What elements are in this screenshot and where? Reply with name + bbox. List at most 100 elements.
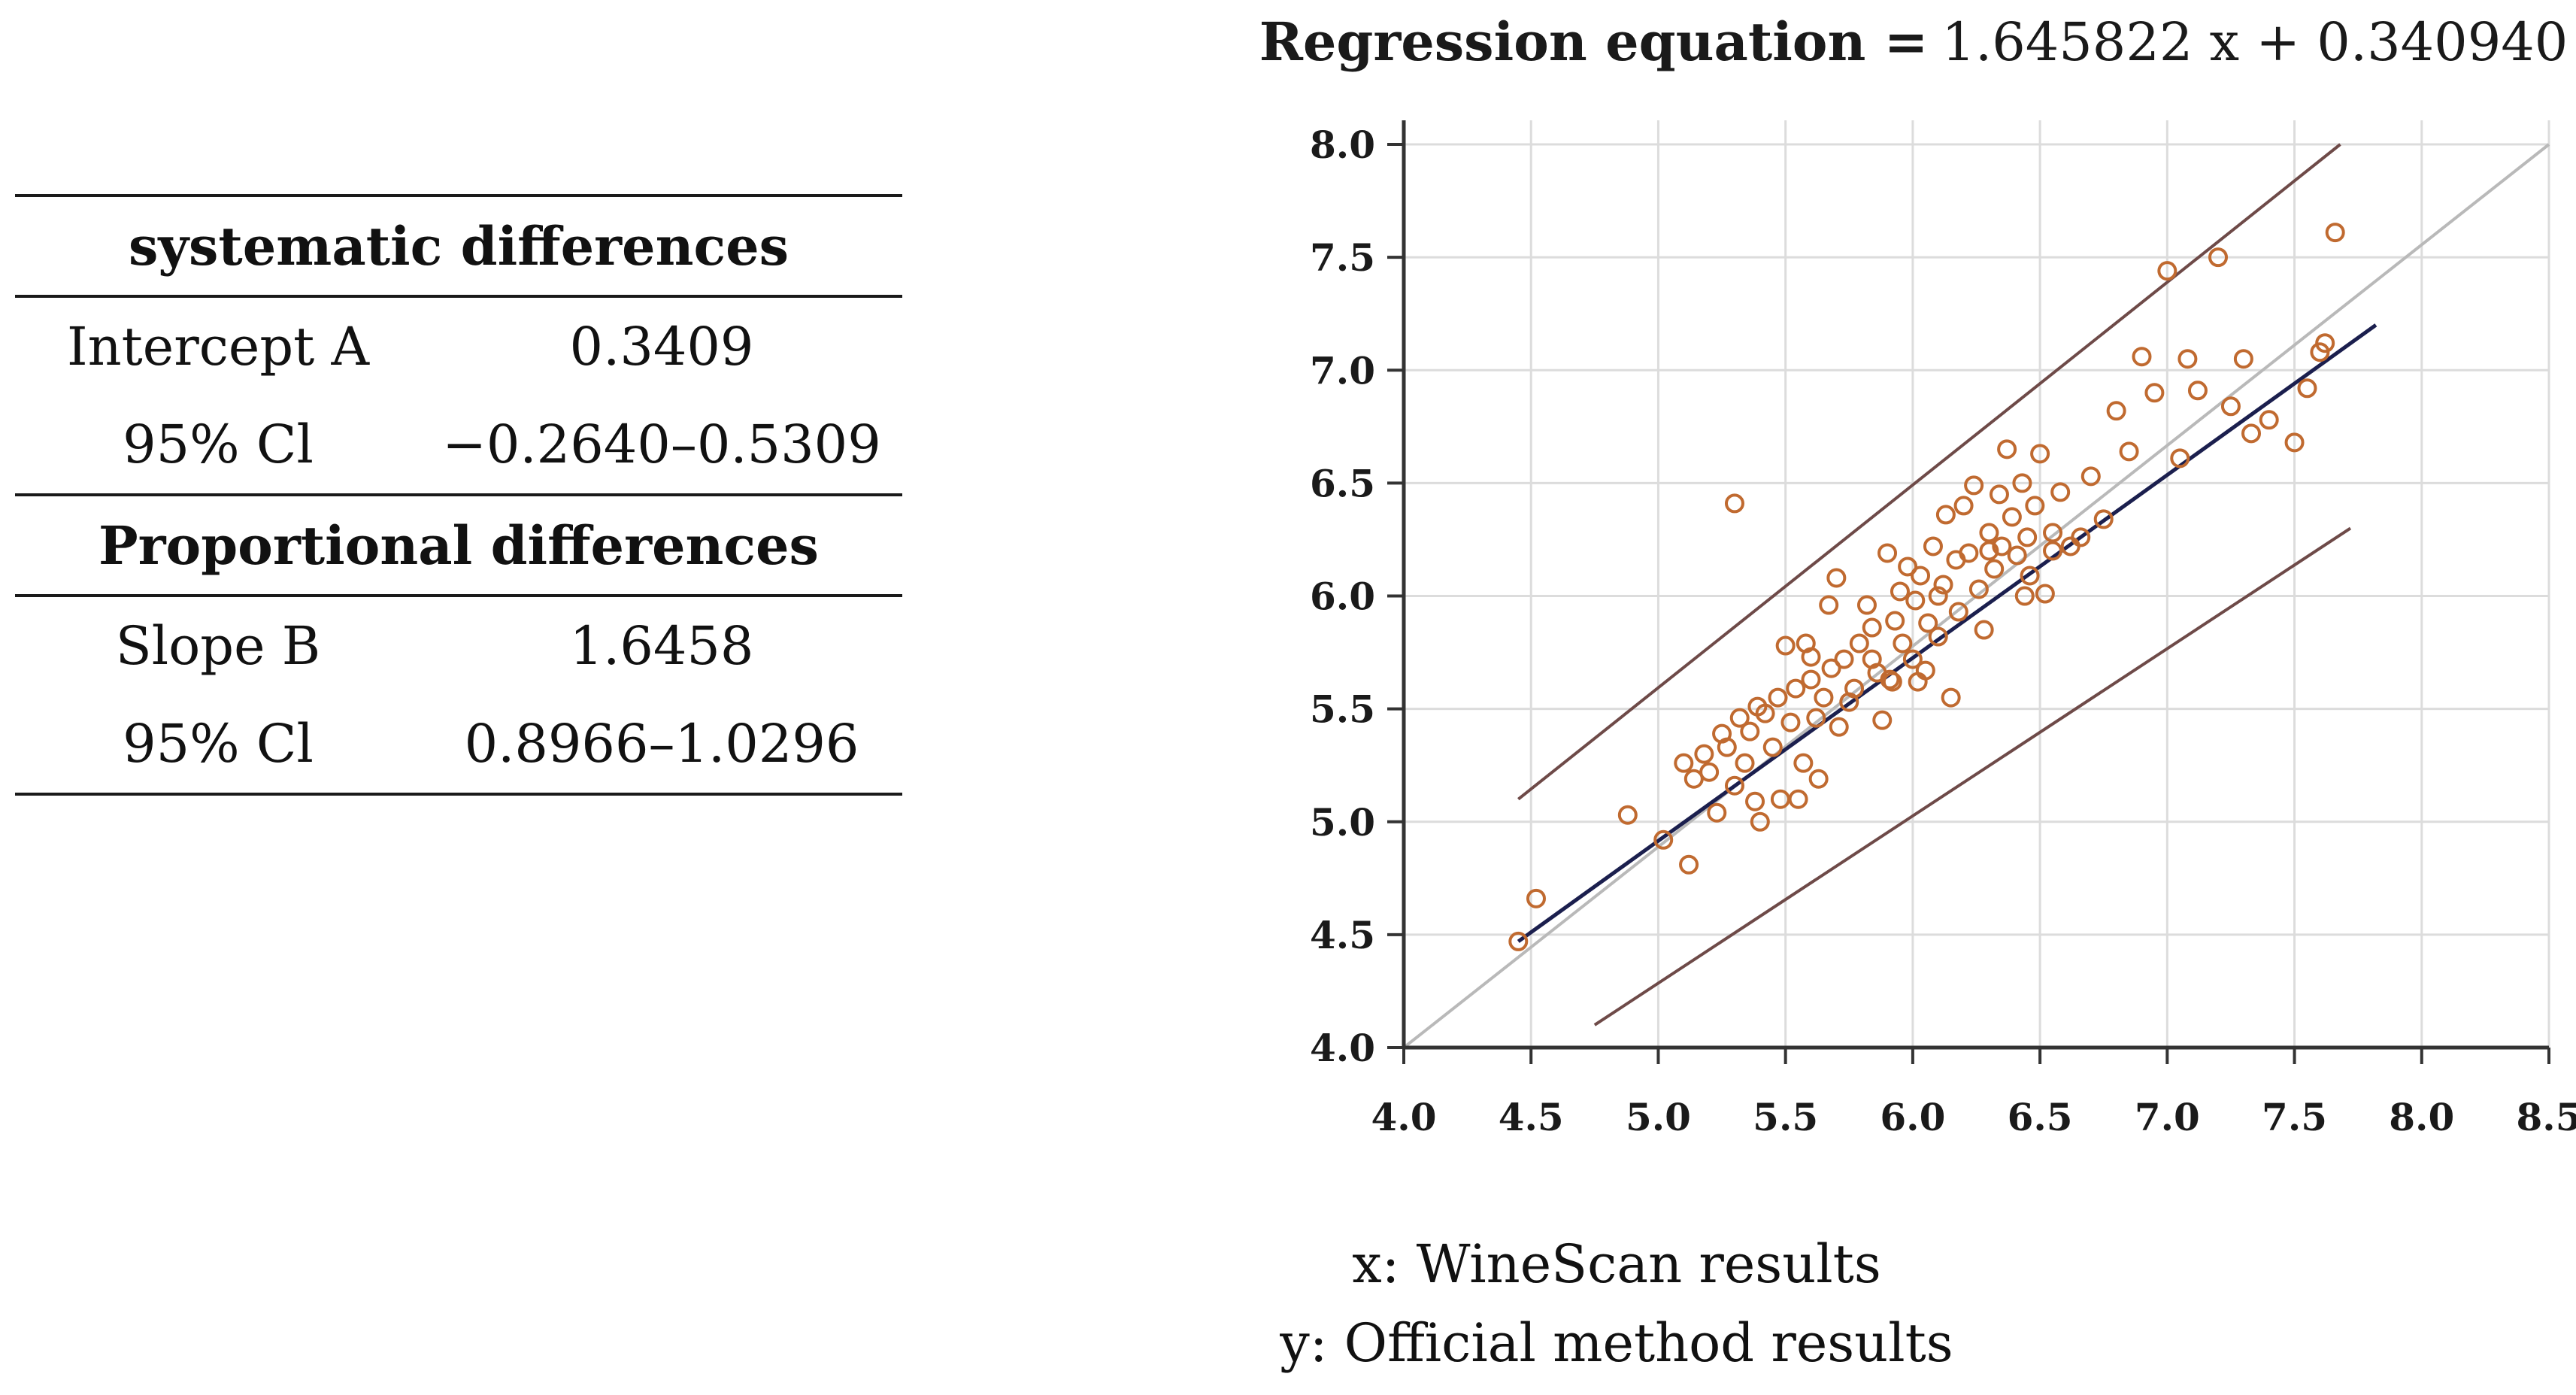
x-tick-label: 6.0 [1880, 1095, 1945, 1139]
data-point [2093, 509, 2114, 529]
x-tick-label: 4.0 [1371, 1095, 1437, 1139]
data-point [2025, 496, 2045, 516]
data-point [1526, 888, 1546, 908]
lower-confidence-band [1593, 526, 2352, 1027]
data-point [1829, 717, 1849, 737]
table-row: 95% Cl 0.8966–1.0296 [15, 695, 902, 796]
data-point [1617, 805, 1638, 825]
data-point [1877, 543, 1898, 563]
data-point [1911, 566, 1931, 586]
data-point [2014, 586, 2035, 606]
data-point [1674, 753, 1694, 773]
data-point [1806, 708, 1826, 728]
data-point [1928, 586, 1948, 606]
data-point [1862, 617, 1882, 638]
data-point [1724, 493, 1744, 514]
data-point [2035, 584, 2055, 604]
data-point [2284, 432, 2305, 453]
data-point [2259, 410, 2279, 430]
table-section-header-row: systematic differences [15, 194, 902, 298]
y-tick-label: 4.5 [1310, 913, 1375, 957]
x-tick-label: 8.5 [2517, 1095, 2576, 1139]
table-row: Slope B 1.6458 [15, 596, 902, 695]
y-tick-label: 5.5 [1310, 687, 1375, 732]
data-point [2071, 527, 2091, 547]
data-point [1959, 543, 1979, 563]
data-point [1979, 523, 1999, 543]
data-point [1801, 669, 1821, 690]
data-point [2233, 349, 2253, 369]
data-point [1893, 633, 1913, 654]
ticks-layer: 4.0 4.5 5.0 5.5 6.0 6.5 7.0 7.5 8.0 4.0 4.5 5.0 5.5 6… [1310, 123, 2576, 1139]
data-point [1694, 744, 1714, 764]
data-point [1905, 590, 1926, 611]
data-point [1902, 649, 1923, 669]
data-point [1821, 658, 1841, 678]
data-point [1928, 626, 1948, 647]
systematic-differences-heading: systematic differences [15, 194, 902, 298]
data-point [1989, 484, 2009, 505]
data-point [1885, 611, 1905, 631]
data-point [1882, 672, 1902, 692]
data-point [1808, 769, 1829, 789]
data-point [1935, 505, 1956, 525]
x-tick-label: 7.5 [2262, 1095, 2327, 1139]
x-axis-note: x: WineScan results [1352, 1233, 1881, 1295]
data-point [2017, 527, 2038, 547]
data-point [2170, 448, 2190, 469]
data-point [1844, 678, 1865, 699]
proportional-differences-heading: Proportional differences [15, 495, 902, 597]
data-point [1788, 789, 1808, 809]
y-tick-label: 6.5 [1310, 461, 1375, 505]
data-point [1918, 613, 1938, 633]
data-point [2080, 466, 2101, 487]
data-point [1997, 439, 2017, 459]
data-point [1908, 672, 1928, 692]
intercept-ci-label: 95% Cl [15, 396, 421, 496]
data-point [1508, 931, 1529, 951]
table-section-header-row: Proportional differences [15, 495, 902, 597]
table-row: 95% Cl −0.2640–0.5309 [15, 396, 902, 496]
axis-layer [1402, 120, 2549, 1050]
data-point [1849, 633, 1869, 654]
data-point [1968, 579, 1989, 599]
data-point [1653, 829, 1674, 850]
grid-layer [1402, 120, 2550, 1049]
data-point [1979, 541, 1999, 561]
data-point [1856, 595, 1877, 615]
data-point [2012, 473, 2032, 493]
data-point [2030, 444, 2050, 464]
data-point [2007, 545, 2027, 566]
data-point [2106, 401, 2126, 421]
y-tick-label: 5.0 [1310, 800, 1375, 845]
chart-title-equation: 1.645822 x + 0.340940 [1941, 11, 2568, 73]
data-point [1974, 620, 1994, 640]
y-tick-label: 4.0 [1310, 1026, 1375, 1070]
data-point [1707, 802, 1727, 823]
x-tick-label: 6.5 [2008, 1095, 2073, 1139]
data-point [2050, 482, 2071, 502]
x-tick-label: 8.0 [2389, 1095, 2454, 1139]
data-point [1814, 687, 1834, 708]
data-point [1745, 791, 1765, 811]
chart-title: Regression equation = 1.645822 x + 0.3409… [1259, 11, 2568, 73]
data-point [2297, 378, 2317, 399]
data-point [2119, 441, 2139, 462]
y-tick-label: 7.5 [1310, 235, 1375, 280]
data-point [1786, 678, 1806, 699]
x-tick-label: 4.5 [1499, 1095, 1564, 1139]
slope-label: Slope B [115, 615, 321, 677]
data-point [2177, 349, 2198, 369]
points-layer [1508, 223, 2345, 951]
data-point [1898, 556, 1918, 577]
data-point [2020, 566, 2040, 586]
upper-confidence-band [1517, 143, 2341, 801]
y-tick-label: 8.0 [1310, 123, 1375, 167]
data-point [1755, 703, 1775, 723]
slope-ci-label: 95% Cl [15, 695, 421, 796]
intercept-value: 0.3409 [569, 316, 754, 378]
x-tick-label: 5.0 [1626, 1095, 1691, 1139]
intercept-label: Intercept A [66, 316, 370, 378]
data-point [1948, 602, 1968, 622]
y-tick-label: 7.0 [1310, 348, 1375, 393]
